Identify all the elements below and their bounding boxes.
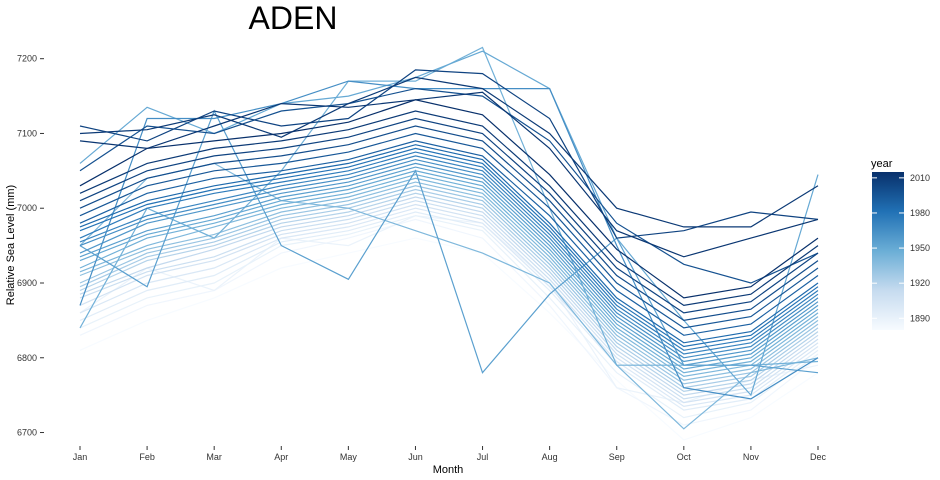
series-line <box>79 162 819 363</box>
legend-tick-label: 1980 <box>910 208 930 218</box>
series-line <box>79 211 819 411</box>
x-tick-label: Mar <box>206 452 222 462</box>
series-line <box>79 69 819 239</box>
series-layer <box>79 46 819 441</box>
series-line <box>79 196 819 396</box>
series-line <box>79 155 819 355</box>
x-tick-label: Nov <box>743 452 760 462</box>
legend-tick-label: 1950 <box>910 243 930 253</box>
legend-tick-label: 1890 <box>910 313 930 323</box>
y-axis: 6700 6800 6900 7000 7100 7200 <box>17 54 44 438</box>
x-axis-title: Month <box>433 464 464 476</box>
x-tick-label: Oct <box>677 452 692 462</box>
chart-title: ADEN <box>249 0 338 36</box>
x-tick-label: Jan <box>73 452 88 462</box>
series-line <box>79 76 819 228</box>
series-line <box>79 207 819 408</box>
series-line <box>79 188 819 389</box>
series-line <box>79 125 819 322</box>
series-line <box>79 185 819 385</box>
series-line <box>79 218 819 426</box>
legend-title: year <box>871 158 893 170</box>
x-tick-label: Aug <box>542 452 558 462</box>
y-tick-label: 6800 <box>17 353 37 363</box>
series-line <box>79 177 819 378</box>
plot-area: 6700 6800 6900 7000 7100 7200 Jan Feb Mar Apr May… <box>17 46 827 462</box>
series-line <box>79 144 819 344</box>
legend-tick-label: 2010 <box>910 173 930 183</box>
series-line <box>79 181 819 381</box>
series-line <box>79 109 819 374</box>
y-tick-label: 7100 <box>17 128 37 138</box>
series-line <box>79 151 819 351</box>
series-line <box>79 158 819 359</box>
legend-colorbar <box>872 172 904 330</box>
x-tick-label: Jun <box>408 452 423 462</box>
x-axis: Jan Feb Mar Apr May Jun Jul Aug Sep Oct Nov Dec <box>73 446 827 462</box>
series-line <box>79 170 819 370</box>
series-line <box>79 87 819 284</box>
x-tick-label: May <box>340 452 358 462</box>
series-line <box>79 117 819 314</box>
series-line <box>79 99 819 299</box>
x-tick-label: Jul <box>477 452 489 462</box>
y-tick-label: 7000 <box>17 203 37 213</box>
series-line <box>79 166 819 366</box>
series-line <box>79 91 819 258</box>
series-line <box>79 237 819 441</box>
y-tick-label: 7200 <box>17 54 37 64</box>
x-tick-label: Sep <box>609 452 625 462</box>
x-tick-label: Apr <box>274 452 288 462</box>
series-line <box>79 173 819 374</box>
y-axis-title: Relative Sea Level (mm) <box>5 185 17 305</box>
series-line <box>79 147 819 348</box>
series-line <box>79 200 819 400</box>
x-tick-label: Feb <box>139 452 155 462</box>
series-line <box>79 140 819 336</box>
color-legend: year 1890 1920 1950 1980 2010 <box>871 158 930 330</box>
y-tick-label: 6900 <box>17 278 37 288</box>
y-tick-label: 6700 <box>17 428 37 438</box>
series-line <box>79 203 819 404</box>
series-line <box>79 132 819 329</box>
legend-tick-label: 1920 <box>910 278 930 288</box>
series-line <box>79 215 819 419</box>
legend-ticks: 1890 1920 1950 1980 2010 <box>872 173 930 323</box>
series-line <box>79 80 819 400</box>
series-line <box>79 110 819 307</box>
x-tick-label: Dec <box>810 452 827 462</box>
